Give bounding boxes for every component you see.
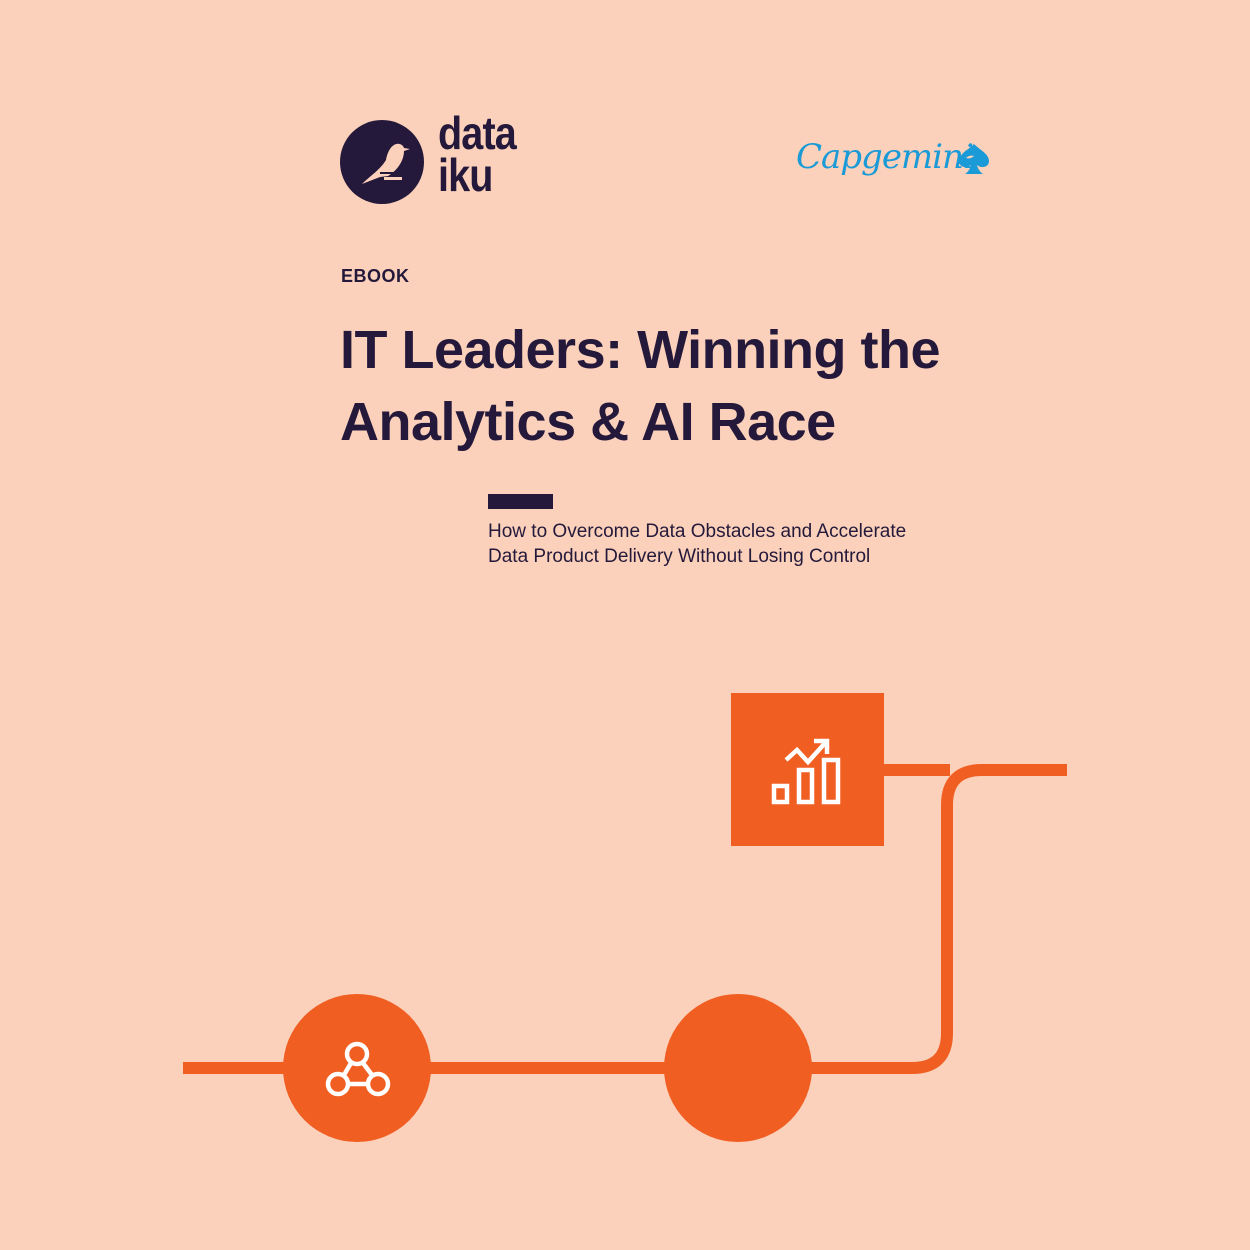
- capgemini-wordmark: Capgemini: [796, 137, 974, 177]
- analytics-chart-icon: [771, 738, 841, 805]
- process-node: [664, 994, 812, 1142]
- network-nodes-icon: [325, 1041, 391, 1097]
- ebook-label: EBOOK: [341, 266, 410, 286]
- network-node: [283, 994, 431, 1142]
- capgemini-spade-icon: [959, 144, 989, 174]
- page-subtitle: How to Overcome Data Obstacles and Accel…: [488, 521, 907, 567]
- dataiku-logo: data iku: [340, 110, 540, 210]
- page-title: IT Leaders: Winning the Analytics & AI R…: [340, 320, 941, 452]
- flow-line-connector: [740, 764, 1067, 1074]
- dataiku-wordmark: data iku: [438, 107, 517, 201]
- analytics-box: [731, 693, 884, 846]
- dataiku-bird-icon: [340, 120, 424, 204]
- title-divider: [488, 494, 553, 509]
- capgemini-logo: Capgemini: [796, 136, 996, 186]
